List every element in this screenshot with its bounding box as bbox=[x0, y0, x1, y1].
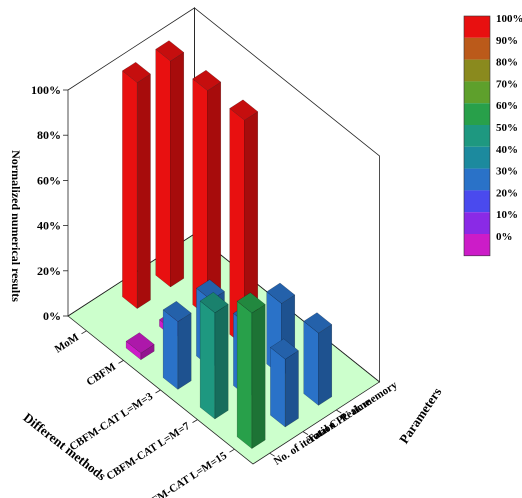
legend-swatch bbox=[464, 234, 490, 256]
x-tick-label: CBFM bbox=[84, 361, 118, 389]
legend-label: 50% bbox=[496, 122, 518, 134]
legend-label: 10% bbox=[496, 209, 518, 221]
bar-top-face bbox=[195, 279, 225, 301]
bar bbox=[155, 40, 185, 288]
bar-top-face bbox=[269, 338, 299, 360]
bar-group bbox=[121, 40, 333, 450]
legend-swatch bbox=[464, 190, 490, 213]
y-tick bbox=[336, 409, 342, 414]
bar-top-face bbox=[266, 282, 296, 304]
y-tick bbox=[269, 452, 275, 457]
bar bbox=[303, 312, 333, 406]
z-tick-label: 0% bbox=[43, 309, 61, 323]
legend-swatch bbox=[464, 37, 490, 60]
legend-label: 20% bbox=[496, 187, 518, 199]
bar-side-face bbox=[284, 350, 299, 428]
y-axis-label: Parameters bbox=[396, 385, 444, 447]
bar-front-face bbox=[303, 320, 319, 406]
bar bbox=[192, 69, 222, 318]
bar bbox=[269, 338, 299, 428]
bar bbox=[162, 300, 192, 390]
z-tick-label: 40% bbox=[37, 219, 61, 233]
z-tick-label: 100% bbox=[31, 83, 61, 97]
legend-swatch bbox=[464, 125, 490, 147]
bar-top-face bbox=[229, 99, 259, 121]
legend-label: 30% bbox=[496, 166, 518, 178]
bar-top-face bbox=[125, 332, 155, 354]
bar-side-face bbox=[136, 73, 151, 310]
color-legend: 100% 90% 80% 70% 60% 50% 40% 30% 20% 10% 0% bbox=[463, 13, 522, 257]
legend-swatch bbox=[464, 103, 490, 125]
bar bbox=[199, 291, 229, 420]
legend-label: 70% bbox=[496, 78, 518, 90]
bar-side-face bbox=[214, 303, 229, 420]
legend-swatch bbox=[464, 59, 490, 82]
legend-label: 90% bbox=[496, 35, 518, 47]
x-tick bbox=[81, 330, 87, 335]
bar-top-face bbox=[162, 300, 192, 322]
z-axis-label: Normalized numerical results bbox=[9, 150, 23, 302]
bar-front-face bbox=[155, 48, 171, 288]
legend-label: 0% bbox=[496, 231, 513, 243]
x-tick bbox=[229, 448, 235, 453]
x-tick bbox=[118, 360, 124, 364]
legend-swatch bbox=[464, 212, 490, 234]
x-tick bbox=[155, 389, 161, 394]
bar-front-face bbox=[270, 346, 286, 428]
bar-front-face bbox=[162, 309, 179, 390]
legend-label: 100% bbox=[496, 13, 522, 25]
bar-top-face bbox=[303, 312, 333, 334]
bar-side-face bbox=[170, 51, 185, 288]
legend-swatch bbox=[464, 168, 490, 191]
bar-top-face bbox=[121, 61, 151, 83]
bar-side-face bbox=[318, 324, 333, 406]
bar bbox=[125, 332, 155, 361]
z-tick-label: 20% bbox=[37, 264, 61, 278]
legend-swatch bbox=[464, 146, 490, 169]
x-tick-label: CBFM-CAT L=M=7 bbox=[104, 420, 192, 483]
y-tick bbox=[302, 431, 309, 435]
x-axis-label: Different methods bbox=[21, 410, 109, 484]
z-tick-label: 60% bbox=[37, 173, 61, 187]
bar bbox=[121, 61, 151, 310]
legend-frame bbox=[463, 15, 491, 257]
legend-label: 60% bbox=[496, 100, 518, 112]
bar-top-face bbox=[192, 69, 222, 91]
bar-top-face bbox=[155, 40, 185, 62]
bar-front-face bbox=[199, 300, 216, 420]
x-tick-label: CBFM-CAT L=M=3 bbox=[67, 390, 155, 453]
legend-label: 80% bbox=[496, 57, 518, 69]
bar-front-face bbox=[236, 300, 253, 450]
z-tick-label: 80% bbox=[37, 128, 61, 142]
bar-top-face bbox=[199, 291, 229, 314]
bar-front-face bbox=[192, 78, 208, 318]
legend-label: 40% bbox=[496, 144, 518, 156]
bar bbox=[229, 99, 259, 347]
bar bbox=[236, 292, 266, 450]
bar-front-face bbox=[122, 70, 138, 310]
bar-top-face bbox=[236, 292, 266, 314]
legend-swatch bbox=[464, 81, 490, 104]
bar-side-face bbox=[177, 312, 192, 390]
x-tick-label: MoM bbox=[53, 331, 82, 356]
x-tick bbox=[192, 419, 198, 423]
legend-swatch bbox=[464, 16, 490, 38]
bar-side-face bbox=[251, 303, 266, 450]
